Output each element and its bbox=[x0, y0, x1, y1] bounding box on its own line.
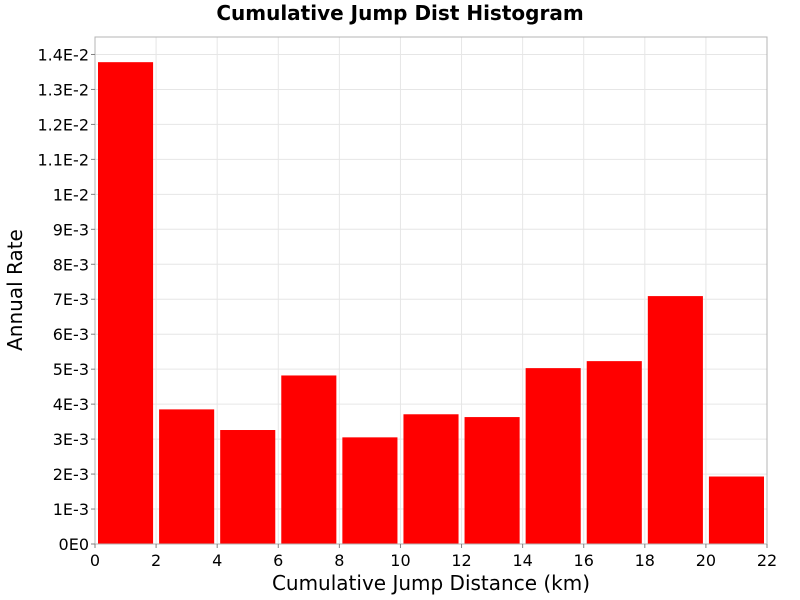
y-tick-label: 0E0 bbox=[59, 535, 89, 554]
histogram-bar bbox=[159, 409, 215, 544]
x-tick-label: 10 bbox=[390, 551, 410, 570]
x-tick-label: 8 bbox=[334, 551, 344, 570]
y-tick-label: 6E-3 bbox=[53, 325, 89, 344]
x-axis-label: Cumulative Jump Distance (km) bbox=[272, 571, 590, 595]
x-tick-label: 16 bbox=[574, 551, 594, 570]
y-tick-label: 1.3E-2 bbox=[37, 80, 89, 99]
y-tick-label: 2E-3 bbox=[53, 465, 89, 484]
y-tick-label: 8E-3 bbox=[53, 255, 89, 274]
histogram-bar bbox=[525, 368, 581, 544]
histogram-bar bbox=[647, 296, 703, 544]
x-tick-label: 12 bbox=[451, 551, 471, 570]
y-tick-label: 3E-3 bbox=[53, 430, 89, 449]
x-tick-label: 4 bbox=[212, 551, 222, 570]
x-tick-label: 18 bbox=[635, 551, 655, 570]
y-tick-label: 7E-3 bbox=[53, 290, 89, 309]
chart-title: Cumulative Jump Dist Histogram bbox=[216, 1, 583, 25]
y-tick-label: 1E-3 bbox=[53, 500, 89, 519]
x-tick-label: 20 bbox=[696, 551, 716, 570]
y-axis-ticks: 0E0 1E-3 2E-3 3E-3 4E-3 5E-3 6E-3 7E-3 8E-3 9E-3 1… bbox=[37, 45, 95, 554]
histogram-bar bbox=[342, 437, 398, 544]
x-tick-label: 22 bbox=[757, 551, 777, 570]
bars-layer bbox=[98, 62, 764, 544]
histogram-bar bbox=[464, 417, 520, 544]
x-tick-label: 14 bbox=[512, 551, 532, 570]
histogram-bar bbox=[98, 62, 154, 544]
y-tick-label: 5E-3 bbox=[53, 360, 89, 379]
y-axis-label: Annual Rate bbox=[3, 229, 27, 351]
histogram-bar bbox=[708, 476, 764, 544]
y-tick-label: 1.2E-2 bbox=[37, 115, 89, 134]
y-tick-label: 9E-3 bbox=[53, 220, 89, 239]
x-tick-label: 6 bbox=[273, 551, 283, 570]
histogram-bar bbox=[403, 414, 459, 544]
x-tick-label: 0 bbox=[90, 551, 100, 570]
y-tick-label: 1E-2 bbox=[53, 185, 89, 204]
histogram-bar bbox=[586, 361, 642, 544]
y-tick-label: 4E-3 bbox=[53, 395, 89, 414]
y-tick-label: 1.1E-2 bbox=[37, 150, 89, 169]
x-axis-ticks: 0 2 4 6 8 10 12 14 16 18 20 22 bbox=[90, 544, 777, 570]
plot-frame bbox=[94, 36, 768, 545]
histogram-bar bbox=[220, 430, 276, 544]
y-tick-label: 1.4E-2 bbox=[37, 45, 89, 64]
x-tick-label: 2 bbox=[151, 551, 161, 570]
histogram-bar bbox=[281, 375, 337, 544]
